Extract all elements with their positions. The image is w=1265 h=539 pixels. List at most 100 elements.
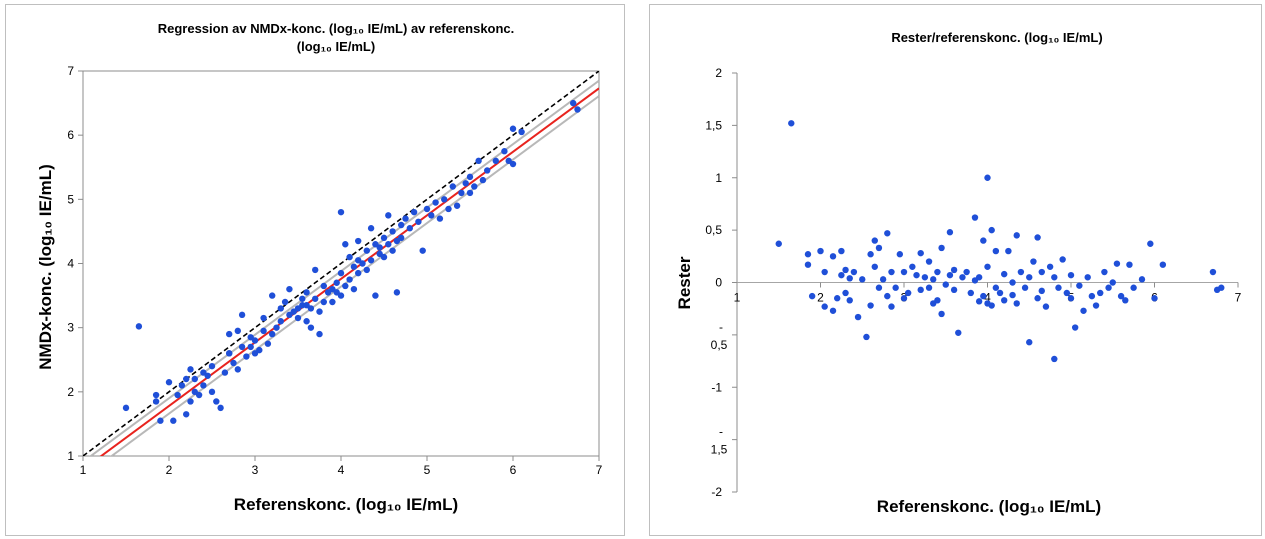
data-point <box>1046 263 1054 270</box>
data-point <box>479 176 487 184</box>
data-point <box>888 268 895 276</box>
data-point <box>1138 276 1146 283</box>
regression-line <box>99 87 599 456</box>
data-point <box>900 295 908 302</box>
data-point <box>294 314 302 322</box>
data-point <box>971 214 979 221</box>
data-point <box>975 274 983 281</box>
data-point <box>838 247 845 255</box>
data-point <box>963 268 970 276</box>
data-point <box>996 289 1004 297</box>
data-point <box>884 292 891 300</box>
data-point <box>804 261 812 268</box>
data-point <box>355 257 362 264</box>
data-point <box>230 359 237 367</box>
data-point <box>925 258 933 265</box>
data-point <box>178 382 186 389</box>
y-tick-label: -1 <box>711 380 722 394</box>
data-point <box>930 276 937 283</box>
data-point <box>1038 287 1045 295</box>
data-point <box>337 208 345 216</box>
x-axis-label: Referenskonc. (log₁₀ IE/mL) <box>234 495 458 514</box>
data-point <box>1076 282 1083 289</box>
data-point <box>1038 268 1045 276</box>
data-point <box>871 237 878 244</box>
data-point <box>859 276 866 283</box>
data-point <box>398 234 405 242</box>
data-point <box>917 249 924 257</box>
data-point <box>226 350 233 357</box>
plot-area: 21,510,50-0,5-1-1,5-21234567 <box>705 66 1241 499</box>
data-point <box>509 160 517 168</box>
data-point <box>221 369 229 376</box>
data-point <box>1109 279 1116 286</box>
data-point <box>385 241 392 248</box>
data-point <box>191 375 198 383</box>
data-point <box>475 157 482 165</box>
data-point <box>946 271 954 279</box>
x-tick-label: 4 <box>984 291 991 305</box>
plot-area: 1 2 3 4 5 6 7 1 2 3 4 5 6 7 <box>67 64 602 477</box>
data-point <box>389 228 396 235</box>
data-point <box>1059 256 1066 263</box>
data-point <box>846 275 853 282</box>
data-point <box>350 263 358 270</box>
data-point <box>854 313 862 321</box>
data-point <box>183 411 190 418</box>
data-point <box>950 286 958 294</box>
data-point <box>152 398 160 405</box>
data-point <box>492 157 499 165</box>
data-point <box>367 225 375 232</box>
x-axis-label: Referenskonc. (log₁₀ IE/mL) <box>877 497 1101 516</box>
y-tick-label-sign: - <box>719 320 723 334</box>
data-point <box>355 237 362 245</box>
chart-title-line1: Regression av NMDx-konc. (log₁₀ IE/mL) a… <box>158 21 515 36</box>
data-point <box>518 128 525 136</box>
y-tick-label: -2 <box>711 485 722 499</box>
y-tick-label: 1,5 <box>711 443 728 457</box>
data-point <box>1005 247 1012 255</box>
data-point <box>307 305 315 312</box>
data-point <box>277 318 284 325</box>
data-point <box>788 120 795 127</box>
data-point <box>200 382 207 389</box>
data-point <box>867 302 874 309</box>
data-point <box>135 323 143 330</box>
data-point <box>208 362 216 370</box>
data-point <box>1034 234 1041 241</box>
data-point <box>226 330 233 338</box>
y-tick-label-sign: - <box>719 425 723 439</box>
data-point <box>337 292 345 299</box>
data-point <box>570 99 577 107</box>
identity-line <box>83 71 599 456</box>
data-point <box>415 218 422 225</box>
data-point <box>959 274 966 281</box>
data-point <box>913 271 920 279</box>
data-point <box>428 212 435 219</box>
residual-chart-panel: Rester/referenskonc. (log₁₀ IE/mL) Refer… <box>649 4 1262 536</box>
data-point <box>804 251 812 258</box>
data-point <box>875 284 883 291</box>
data-point <box>992 247 1000 255</box>
data-point <box>346 253 353 261</box>
data-point <box>842 289 849 297</box>
data-point <box>988 302 995 309</box>
data-point <box>238 311 246 319</box>
data-point <box>1026 274 1033 281</box>
data-point <box>419 247 426 254</box>
data-point <box>234 327 241 335</box>
data-point <box>256 346 263 354</box>
data-point <box>938 310 945 318</box>
data-point <box>264 340 272 347</box>
data-point <box>316 308 323 315</box>
data-point <box>1013 300 1020 307</box>
regression-chart: Regression av NMDx-konc. (log₁₀ IE/mL) a… <box>36 21 603 514</box>
data-point <box>406 225 413 232</box>
y-tick-label: 5 <box>67 192 74 206</box>
data-point <box>312 295 319 302</box>
data-point <box>260 314 267 322</box>
data-point <box>1055 284 1062 291</box>
data-point <box>1151 295 1158 302</box>
data-point <box>174 391 181 399</box>
data-point <box>466 189 474 197</box>
